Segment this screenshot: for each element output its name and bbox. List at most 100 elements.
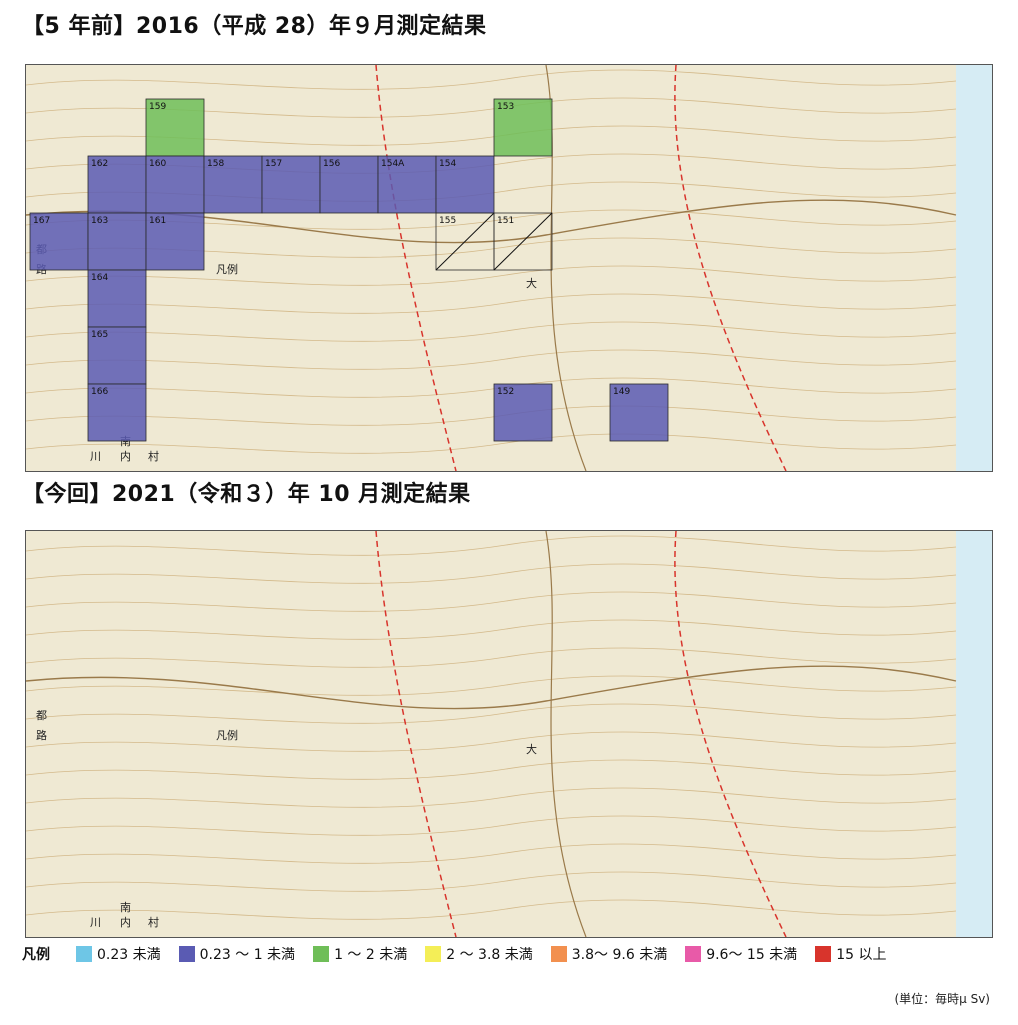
- place-name-label: 南: [120, 435, 131, 448]
- grid-cell-rect: [145, 212, 205, 271]
- road: [26, 665, 957, 710]
- grid-cell-label: 164: [91, 273, 108, 283]
- legend-label: 3.8～ 9.6 未満: [571, 947, 668, 963]
- legend-item-1-2: 1 ～ 2 未満: [313, 944, 407, 964]
- place-name-label: 川: [90, 450, 101, 463]
- grid-cell-label: 154: [439, 159, 456, 169]
- map-canvas-2016: 大凡例南川内村都路159153162160158157156154A154167…: [26, 65, 992, 471]
- contour-line: [26, 591, 957, 612]
- legend-label: 9.6～ 15 未満: [706, 947, 798, 963]
- grid-cell-rect: [493, 383, 553, 442]
- place-name-label: 凡例: [216, 262, 238, 276]
- grid-cell-rect: [319, 155, 379, 214]
- grid-cell-159: 159: [145, 98, 205, 157]
- grid-cell-162: 162: [87, 155, 147, 214]
- legend-swatch: [76, 946, 92, 962]
- place-name-label: 凡例: [216, 728, 238, 742]
- legend-item-lt-0-23: 0.23 未満: [76, 944, 161, 964]
- grid-cell-label: 160: [149, 159, 166, 169]
- grid-cell-164: 164: [87, 269, 147, 328]
- grid-cell-151: 151: [493, 212, 553, 271]
- boundary-line: [674, 531, 787, 937]
- grid-cell-rect: [87, 326, 147, 385]
- legend-swatch: [815, 946, 832, 962]
- map-title-2021: 【今回】2021（令和３）年 10 月測定結果: [22, 482, 471, 507]
- grid-cell-149: 149: [609, 383, 669, 442]
- place-name-label: 村: [148, 915, 159, 929]
- grid-cell-label: 154A: [381, 159, 405, 169]
- contour-line: [26, 349, 957, 370]
- place-name-label: 村: [148, 449, 159, 463]
- legend-swatch: [685, 946, 702, 962]
- grid-cell-label: 158: [207, 159, 224, 169]
- legend-label: 15 以上: [836, 947, 887, 963]
- grid-cell-label: 163: [91, 216, 108, 226]
- grid-cell-label: 156: [323, 159, 340, 169]
- contour-line: [26, 265, 957, 286]
- legend-label: 0.23 ～ 1 未満: [199, 947, 296, 963]
- contour-line: [26, 815, 957, 836]
- contour-line: [26, 321, 957, 342]
- unit-note: (単位：毎時μ Sv): [894, 992, 990, 1006]
- contour-line: [26, 871, 957, 892]
- grid-cell-rect: [203, 155, 263, 214]
- place-name-label: 内: [120, 915, 131, 929]
- contour-line: [26, 731, 957, 752]
- legend-swatch: [178, 946, 195, 962]
- grid-cell-rect: [87, 269, 147, 328]
- grid-cell-rect: [29, 212, 89, 271]
- contour-line: [26, 405, 957, 426]
- legend-item-0-23-1: 0.23 ～ 1 未満: [178, 944, 296, 964]
- grid-cell-rect: [145, 98, 205, 157]
- boundary-line: [375, 531, 457, 937]
- legend-item-2-3-8: 2 ～ 3.8 未満: [425, 944, 533, 964]
- contour-line: [26, 619, 957, 640]
- legend-swatch: [550, 946, 567, 962]
- legend-swatch: [425, 946, 442, 962]
- contour-line: [26, 759, 957, 780]
- grid-cell-label: 152: [497, 387, 514, 397]
- grid-cell-label: 159: [149, 102, 166, 112]
- boundary-line: [674, 65, 787, 471]
- grid-cell-label: 162: [91, 159, 108, 169]
- contour-line: [26, 703, 957, 724]
- place-name-label: 大: [526, 742, 537, 756]
- dose-map-2016: 大凡例南川内村都路159153162160158157156154A154167…: [25, 64, 993, 472]
- grid-cell-163: 163: [87, 212, 147, 271]
- grid-cell-rect: [435, 155, 495, 214]
- place-name-label: 路: [36, 729, 47, 742]
- legend-item-3-8-9-6: 3.8～ 9.6 未満: [550, 944, 668, 964]
- grid-cell-167: 167: [29, 212, 89, 271]
- grid-cell-rect: [87, 383, 147, 442]
- grid-cell-label: 161: [149, 216, 166, 226]
- contour-line: [26, 69, 957, 90]
- legend-item-9-6-15: 9.6～ 15 未満: [685, 944, 797, 964]
- grid-cell-rect: [261, 155, 321, 214]
- sea-area: [956, 531, 992, 937]
- grid-cell-rect: [145, 155, 205, 214]
- grid-cell-label: 167: [33, 216, 50, 226]
- grid-cell-153: 153: [493, 98, 553, 157]
- contour-line: [26, 293, 957, 314]
- dose-map-2021: 大 凡例南川 内 村 都路: [25, 530, 993, 938]
- grid-cell-152: 152: [493, 383, 553, 442]
- legend-title: 凡例: [22, 947, 50, 963]
- grid-cell-158: 158: [203, 155, 263, 214]
- grid-cell-rect: [377, 155, 437, 214]
- contour-line: [26, 647, 957, 668]
- legend-swatch: [313, 946, 330, 962]
- no-data-slash: [493, 212, 553, 271]
- grid-cell-166: 166: [87, 383, 147, 442]
- boundary-line: [375, 65, 457, 471]
- place-name-label: 南: [120, 901, 131, 914]
- contour-line: [26, 377, 957, 398]
- grid-cell-label: 149: [613, 387, 630, 397]
- grid-cell-156: 156: [319, 155, 379, 214]
- grid-cell-label: 157: [265, 159, 282, 169]
- place-name-label: 大: [526, 276, 537, 290]
- grid-cell-154: 154: [435, 155, 495, 214]
- sea-area: [956, 65, 992, 471]
- contour-line: [26, 843, 957, 864]
- grid-cell-161: 161: [145, 212, 205, 271]
- legend-label: 2 ～ 3.8 未満: [446, 947, 533, 963]
